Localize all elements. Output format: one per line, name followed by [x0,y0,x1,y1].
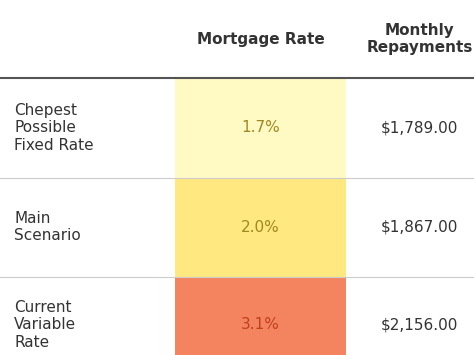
Text: 2.0%: 2.0% [241,220,280,235]
Text: Mortgage Rate: Mortgage Rate [197,32,325,47]
Text: $1,789.00: $1,789.00 [381,120,458,135]
Text: $2,156.00: $2,156.00 [381,317,458,332]
FancyBboxPatch shape [175,277,346,355]
Text: 1.7%: 1.7% [241,120,280,135]
Text: 3.1%: 3.1% [241,317,280,332]
Text: Current
Variable
Rate: Current Variable Rate [14,300,76,350]
Text: Main
Scenario: Main Scenario [14,211,81,244]
Text: $1,867.00: $1,867.00 [381,220,458,235]
Text: Chepest
Possible
Fixed Rate: Chepest Possible Fixed Rate [14,103,94,153]
FancyBboxPatch shape [175,178,346,277]
FancyBboxPatch shape [175,78,346,178]
Text: Monthly
Repayments: Monthly Repayments [366,23,473,55]
